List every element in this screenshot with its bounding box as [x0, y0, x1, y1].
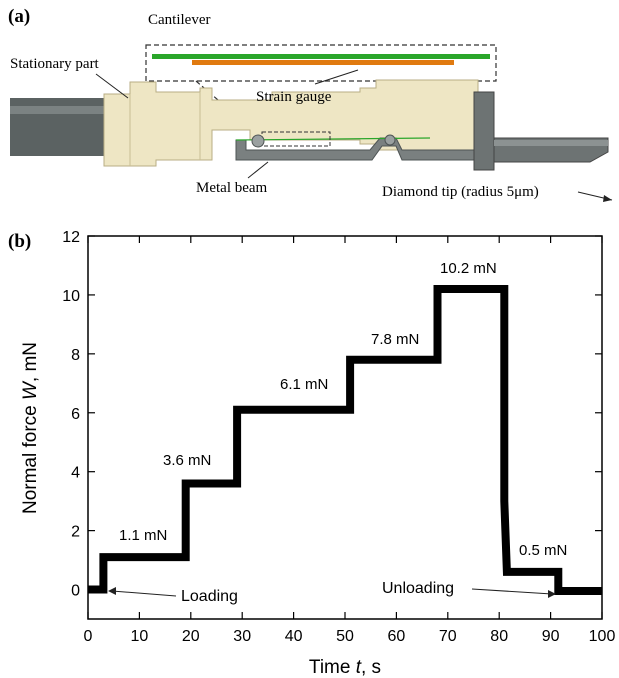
x-tick-label-70: 70 — [439, 628, 457, 645]
arrow-unloading — [471, 588, 553, 595]
zoom-box — [145, 44, 497, 82]
annotation-10-2-mn: 10.2 mN — [440, 260, 497, 277]
annotation-1-1-mn: 1.1 mN — [119, 527, 167, 544]
x-axis-title: Time t, s — [309, 657, 381, 678]
arrowhead-unloading — [548, 590, 556, 598]
y-tick-label-4: 4 — [71, 465, 80, 482]
x-axis-ticks: 0 10 20 30 40 50 60 70 80 90 100 — [84, 236, 616, 645]
y-tick-label-6: 6 — [71, 406, 80, 423]
y-tick-label-10: 10 — [62, 288, 80, 305]
label-stationary-part: Stationary part — [10, 56, 100, 72]
x-tick-label-40: 40 — [285, 628, 303, 645]
y-axis-ticks: 0 2 4 6 8 10 12 — [62, 229, 602, 600]
label-metal-beam: Metal beam — [196, 180, 268, 196]
left-rod-highlight — [10, 106, 108, 114]
beam-pin-1 — [251, 134, 265, 148]
plot-frame — [87, 235, 603, 620]
y-tick-label-0: 0 — [71, 583, 80, 600]
beam-pin-2 — [384, 134, 396, 146]
x-tick-label-10: 10 — [131, 628, 149, 645]
annotation-loading: Loading — [181, 588, 238, 605]
zoom-cantilever-bar — [152, 54, 490, 59]
y-tick-label-8: 8 — [71, 347, 80, 364]
tip-holder-highlight — [494, 140, 608, 146]
x-tick-label-100: 100 — [589, 628, 616, 645]
label-cantilever: Cantilever — [148, 12, 210, 28]
panel-b-label: (b) — [8, 231, 31, 252]
arrow-metal-beam — [247, 161, 269, 179]
x-tick-label-50: 50 — [336, 628, 354, 645]
y-axis-title: Normal force W, mN — [20, 342, 41, 514]
right-block — [473, 91, 495, 171]
label-diamond-tip: Diamond tip (radius 5μm) — [382, 184, 539, 200]
annotation-3-6-mn: 3.6 mN — [163, 452, 211, 469]
series-line-force — [88, 285, 602, 595]
x-tick-label-90: 90 — [542, 628, 560, 645]
zoom-gauge-bar — [192, 60, 454, 65]
y-tick-label-12: 12 — [62, 229, 80, 246]
annotation-7-8-mn: 7.8 mN — [371, 331, 419, 348]
panel-b: (b) 0 2 4 6 8 10 12 0 10 20 30 40 50 60 70 80 90 100 1.1… — [8, 229, 615, 678]
x-tick-label-0: 0 — [84, 628, 93, 645]
annotation-unloading: Unloading — [382, 580, 454, 597]
annotation-0-5-mn: 0.5 mN — [519, 542, 567, 559]
arrowhead-diamond-tip — [603, 195, 612, 202]
panel-a-label: (a) — [8, 6, 30, 27]
x-tick-label-80: 80 — [490, 628, 508, 645]
label-strain-gauge: Strain gauge — [256, 89, 332, 105]
y-tick-label-2: 2 — [71, 524, 80, 541]
arrow-loading — [111, 590, 177, 597]
arrow-strain-gauge — [314, 69, 359, 85]
panel-a: (a) Cantilever Stationary part — [8, 6, 613, 202]
arrowhead-loading — [108, 587, 116, 595]
x-tick-label-60: 60 — [388, 628, 406, 645]
cantilever-line — [235, 137, 431, 141]
annotation-6-1-mn: 6.1 mN — [280, 376, 328, 393]
arrow-stationary — [95, 73, 129, 99]
x-tick-label-30: 30 — [233, 628, 251, 645]
x-tick-label-20: 20 — [182, 628, 200, 645]
